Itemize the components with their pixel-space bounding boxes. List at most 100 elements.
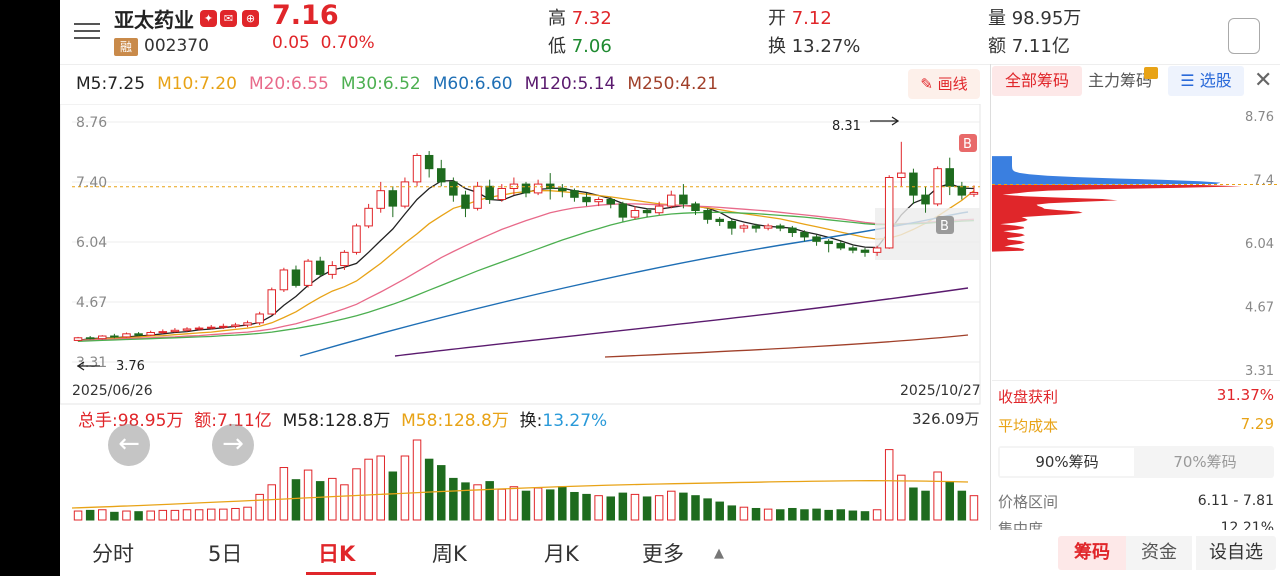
candle-body <box>703 210 712 220</box>
volume-bar <box>594 495 603 521</box>
candle-body <box>134 333 143 336</box>
candle-body <box>533 183 543 194</box>
ma-legend-item: M120:5.14 <box>524 74 616 94</box>
chip-profit-area <box>992 156 1221 185</box>
news-tag-icon[interactable]: ✉ <box>220 10 237 27</box>
tab-monthly-k[interactable]: 月K <box>544 542 579 566</box>
caret-up-icon[interactable]: ▲ <box>714 546 724 561</box>
margin-badge: 融 <box>114 38 138 56</box>
chips-button[interactable]: 筹码 <box>1058 536 1126 570</box>
volume-bar <box>582 493 591 521</box>
prev-arrow-icon[interactable]: ← <box>108 424 150 466</box>
funds-button[interactable]: 资金 <box>1126 536 1192 570</box>
stock-header: 亚太药业 ✦ ✉ ⊕ 融 002370 7.16 0.05 0.70% 高 7.… <box>60 0 1280 64</box>
volume-bar <box>182 509 192 521</box>
kline-chart[interactable]: 8.76 7.40 6.04 4.67 3.31 8.31 3.76 B B 2025/06/26… <box>60 104 992 530</box>
volume-bar <box>158 509 168 521</box>
candle-body <box>473 185 482 209</box>
price-change: 0.05 0.70% <box>272 33 375 53</box>
volume-bar <box>364 458 373 521</box>
seg-70-chips[interactable]: 70%筹码 <box>1173 453 1237 471</box>
profit-value: 31.37% <box>1216 386 1274 404</box>
tab-all-chips[interactable]: 全部筹码 <box>992 66 1082 96</box>
start-date: 2025/06/26 <box>72 383 153 399</box>
tab-stock-pick[interactable]: ☰ 选股 <box>1168 66 1244 96</box>
candle-body <box>642 210 652 214</box>
next-arrow-icon[interactable]: → <box>212 424 254 466</box>
quote-high: 高 7.32 <box>548 8 612 29</box>
y-tick-label: 8.76 <box>76 115 107 131</box>
close-icon[interactable]: ✕ <box>1254 68 1273 93</box>
tab-intraday[interactable]: 分时 <box>92 542 134 566</box>
candle-body <box>497 187 507 201</box>
volume-bar <box>400 455 410 521</box>
volume-bar <box>376 455 385 521</box>
volume-bar <box>206 508 216 521</box>
volume-bar <box>485 481 494 521</box>
tab-5day[interactable]: 5日 <box>208 542 243 566</box>
alert-tag-icon[interactable]: ⊕ <box>242 10 259 27</box>
candle-body <box>315 260 325 275</box>
add-watchlist-button[interactable]: 设自选 <box>1196 536 1276 570</box>
seg-90-chips[interactable]: 90%筹码 <box>1000 448 1134 476</box>
volume-bar <box>630 493 640 521</box>
price-range-value: 6.11 - 7.81 <box>1197 493 1274 509</box>
high-annotation: 8.31 <box>832 119 861 134</box>
quote-low: 低 7.06 <box>548 36 612 57</box>
chart-grid <box>72 121 980 363</box>
candle-body <box>788 227 797 234</box>
volume-bar <box>654 495 664 521</box>
ma-line-m20 <box>78 203 974 342</box>
tab-weekly-k[interactable]: 周K <box>432 542 467 566</box>
volume-bar <box>848 510 858 521</box>
volume-bar <box>279 467 289 521</box>
volume-bar <box>618 492 628 521</box>
y-tick-label: 7.40 <box>76 175 107 191</box>
volume-bar <box>449 477 458 521</box>
volume-bar <box>824 509 833 521</box>
fullscreen-toggle-icon[interactable] <box>1228 18 1260 54</box>
volume-bar <box>897 474 906 521</box>
candle-body <box>654 205 664 214</box>
low-arrow-icon <box>76 361 100 371</box>
buy-marker-grey-icon <box>936 216 954 234</box>
volume-bar <box>303 469 313 521</box>
candle-body <box>110 335 119 338</box>
volume-bar <box>691 495 700 521</box>
candle-body <box>763 225 773 229</box>
volume-bar <box>836 509 846 521</box>
candle-body <box>969 191 979 195</box>
volume-bar <box>231 507 240 521</box>
candle-body <box>667 194 676 207</box>
volume-bar <box>739 506 749 521</box>
volume-bar <box>328 477 337 521</box>
candle-body <box>582 196 591 203</box>
volume-bar <box>497 488 507 521</box>
profit-label: 收盘获利 <box>998 388 1059 406</box>
hot-tag-icon[interactable]: ✦ <box>200 10 217 27</box>
candle-body <box>291 269 301 286</box>
end-date: 2025/10/27 <box>900 383 981 399</box>
volume-bar <box>703 498 712 521</box>
volume-bar <box>110 511 119 521</box>
tab-main-chips[interactable]: 主力筹码 <box>1088 71 1153 90</box>
ma-line-m60 <box>299 211 969 357</box>
volume-bar <box>921 490 930 521</box>
volume-amount: 额:7.11亿 <box>194 411 272 431</box>
tab-more[interactable]: 更多 <box>642 542 684 566</box>
menu-icon[interactable] <box>74 18 100 42</box>
draw-line-button[interactable]: ✎ 画线 <box>908 69 980 99</box>
ma-line-m120 <box>394 287 969 357</box>
stock-name: 亚太药业 <box>114 8 194 32</box>
candle-body <box>727 221 737 229</box>
volume-bar <box>667 490 676 521</box>
volume-bar <box>146 510 155 521</box>
candle-body <box>897 172 906 178</box>
tab-daily-k[interactable]: 日K <box>318 542 356 566</box>
volume-bar <box>122 510 131 521</box>
candle-body <box>836 243 846 249</box>
ma-legend-item: M250:4.21 <box>627 74 719 94</box>
volume-bar <box>267 484 277 521</box>
candle-body <box>73 337 83 341</box>
candle-body <box>824 240 833 245</box>
